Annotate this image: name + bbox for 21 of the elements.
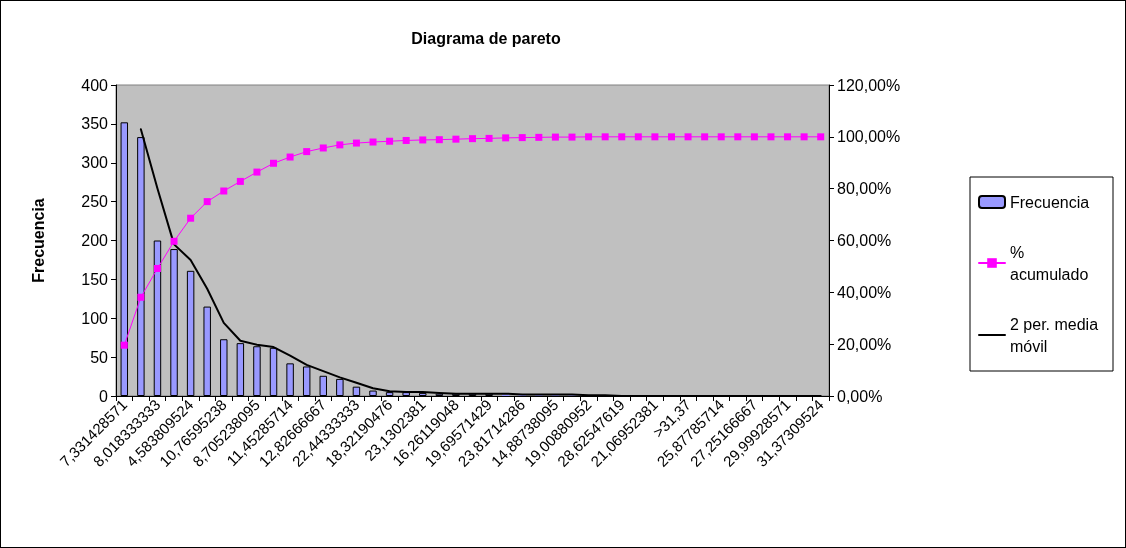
y2-tick-label: 20,00% xyxy=(837,335,892,353)
legend-label: Frecuencia xyxy=(1010,193,1090,211)
y2-tick-label: 80,00% xyxy=(837,180,892,198)
legend-label: 2 per. media móvil xyxy=(1010,315,1103,355)
y2-tick-label: 120,00% xyxy=(837,76,901,94)
y-tick-label: 400 xyxy=(81,76,109,94)
y-tick-label: 50 xyxy=(90,348,109,366)
y2-tick-label: 100,00% xyxy=(837,128,901,146)
legend-label: % acumulado xyxy=(1010,243,1089,283)
y-axis-title: Frecuencia xyxy=(29,198,47,283)
y-tick-label: 250 xyxy=(81,193,109,211)
y-tick-label: 350 xyxy=(81,115,109,133)
y-tick-label: 100 xyxy=(81,309,109,327)
chart-title: Diagrama de pareto xyxy=(411,29,561,47)
y-tick-label: 200 xyxy=(81,232,109,249)
y-tick-label: 300 xyxy=(81,154,109,172)
y2-tick-label: 0,00% xyxy=(837,387,883,405)
y-tick-label: 150 xyxy=(81,270,109,288)
y-tick-label: 0 xyxy=(99,387,109,405)
y2-tick-label: 60,00% xyxy=(837,232,892,249)
y2-tick-label: 40,00% xyxy=(837,283,892,301)
